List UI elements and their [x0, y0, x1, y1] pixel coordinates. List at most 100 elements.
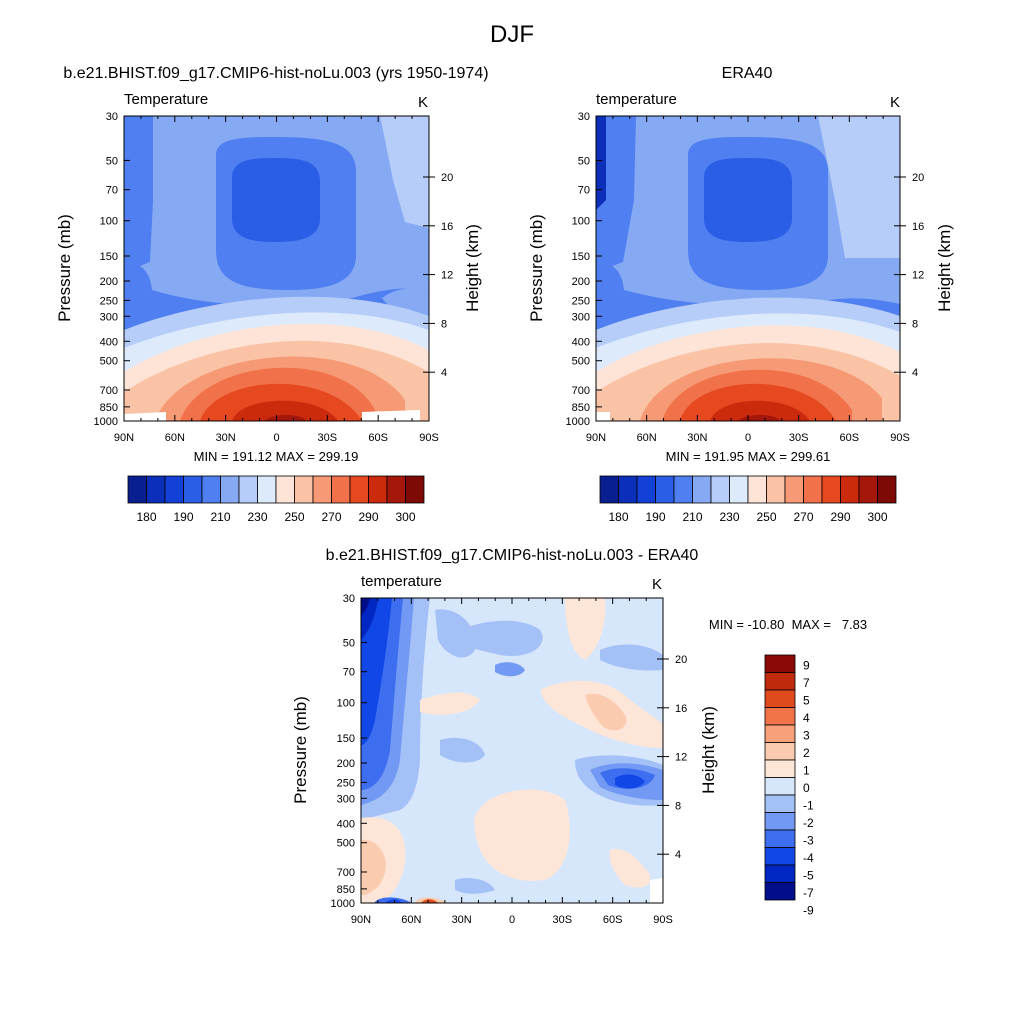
colorbar-swatch — [766, 475, 786, 504]
panel-difference-axes: 90N 60N 30N 0 30S 60S 90S 30 50 70 100 150 200 250 300… — [331, 593, 688, 926]
panel-era40-axes: 90N 60N 30N 0 30S 60S 90S 30 50 70 100 150 200 250 300… — [566, 111, 925, 444]
colorbar-label: 5 — [803, 694, 810, 708]
colorbar-swatch — [803, 475, 823, 504]
y-tick-label: 50 — [106, 155, 118, 167]
panel-model-stats: MIN = 191.12 MAX = 299.19 — [194, 449, 359, 464]
y-tick-label: 850 — [572, 402, 590, 414]
y-tick-label: 200 — [572, 276, 590, 288]
panel-era40-ylabel: Pressure (mb) — [527, 214, 546, 322]
x-tick-label: 60N — [165, 432, 185, 444]
colorbar-swatch — [294, 475, 314, 504]
colorbar-label: -9 — [803, 904, 814, 918]
colorbar-swatch — [238, 475, 258, 504]
colorbar-swatch — [183, 475, 203, 504]
y2-tick-label: 20 — [675, 654, 687, 666]
y-tick-label: 50 — [578, 155, 590, 167]
y-tick-label: 150 — [337, 733, 355, 745]
colorbar-swatch — [764, 864, 796, 883]
x-tick-label: 30S — [553, 914, 573, 926]
colorbar-swatch — [275, 475, 295, 504]
colorbar-swatch — [201, 475, 221, 504]
colorbar-label: -5 — [803, 869, 814, 883]
y-tick-label: 850 — [337, 884, 355, 896]
y2-tick-label: 4 — [675, 849, 681, 861]
colorbar-swatch — [764, 829, 796, 848]
y-tick-label: 70 — [106, 185, 118, 197]
y-tick-label: 500 — [337, 838, 355, 850]
colorbar-swatch — [146, 475, 166, 504]
panel-model-left-title: Temperature — [124, 91, 208, 108]
y-tick-label: 50 — [343, 637, 355, 649]
x-tick-label: 90S — [653, 914, 673, 926]
x-tick-label: 90S — [419, 432, 439, 444]
panel-era40-colorbar: 180 190 210 230 250 270 290 300 — [599, 475, 897, 524]
y-tick-label: 30 — [343, 593, 355, 605]
y-tick-label: 500 — [100, 356, 118, 368]
y2-tick-label: 16 — [912, 221, 924, 233]
panel-era40-title: ERA40 — [722, 65, 773, 82]
y2-tick-label: 20 — [912, 172, 924, 184]
colorbar-label: -3 — [803, 834, 814, 848]
colorbar-swatch — [764, 724, 796, 743]
colorbar-swatch — [764, 777, 796, 796]
colorbar-swatch — [386, 475, 406, 504]
y-tick-label: 700 — [337, 867, 355, 879]
y-tick-label: 300 — [572, 311, 590, 323]
x-tick-label: 90N — [586, 432, 606, 444]
y-tick-label: 300 — [337, 793, 355, 805]
colorbar-swatch — [821, 475, 841, 504]
colorbar-swatch — [127, 475, 147, 504]
y2-tick-label: 8 — [912, 318, 918, 330]
y2-tick-label: 12 — [441, 270, 453, 282]
y2-tick-label: 12 — [912, 270, 924, 282]
colorbar-label: 230 — [247, 510, 267, 524]
y2-tick-label: 12 — [675, 752, 687, 764]
y-tick-label: 400 — [100, 336, 118, 348]
colorbar-swatch — [257, 475, 277, 504]
colorbar-label: 300 — [395, 510, 415, 524]
panel-model-colorbar: 180 190 210 230 250 270 290 300 — [127, 475, 425, 524]
y-tick-label: 250 — [337, 777, 355, 789]
y2-tick-label: 16 — [675, 703, 687, 715]
y-tick-label: 400 — [572, 336, 590, 348]
colorbar-label: -7 — [803, 886, 814, 900]
panel-difference-colorbar: 9 7 5 4 3 2 1 0 -1 -2 -3 -4 -5 -7 -9 — [764, 654, 814, 918]
colorbar-swatch — [764, 707, 796, 726]
colorbar-label: 210 — [682, 510, 702, 524]
colorbar-label: 250 — [284, 510, 304, 524]
panel-era40-left-title: temperature — [596, 91, 677, 108]
y-tick-label: 100 — [572, 216, 590, 228]
x-tick-label: 0 — [273, 432, 279, 444]
x-tick-label: 60S — [368, 432, 388, 444]
y-tick-label: 100 — [337, 698, 355, 710]
y-tick-label: 500 — [572, 356, 590, 368]
y-tick-label: 250 — [572, 295, 590, 307]
colorbar-label: 1 — [803, 764, 810, 778]
y2-tick-label: 8 — [441, 318, 447, 330]
panel-era40-contours — [596, 116, 900, 421]
x-tick-label: 30S — [318, 432, 338, 444]
panel-model-y2label: Height (km) — [463, 224, 482, 312]
colorbar-label: 300 — [867, 510, 887, 524]
panel-model: b.e21.BHIST.f09_g17.CMIP6-hist-noLu.003 … — [55, 65, 489, 524]
colorbar-label: 290 — [830, 510, 850, 524]
x-tick-label: 60N — [637, 432, 657, 444]
y-tick-label: 850 — [100, 402, 118, 414]
x-tick-label: 30N — [687, 432, 707, 444]
colorbar-label: 210 — [210, 510, 230, 524]
y2-tick-label: 20 — [441, 172, 453, 184]
colorbar-swatch — [636, 475, 656, 504]
colorbar-label: 190 — [645, 510, 665, 524]
colorbar-swatch — [784, 475, 804, 504]
colorbar-swatch — [729, 475, 749, 504]
y-tick-label: 70 — [343, 667, 355, 679]
figure-title: DJF — [490, 21, 534, 48]
y-tick-label: 200 — [100, 276, 118, 288]
panel-era40-y2label: Height (km) — [935, 224, 954, 312]
panel-difference-title: b.e21.BHIST.f09_g17.CMIP6-hist-noLu.003 … — [326, 547, 699, 564]
panel-model-title: b.e21.BHIST.f09_g17.CMIP6-hist-noLu.003 … — [63, 65, 488, 82]
panel-difference-contours — [361, 598, 663, 903]
colorbar-swatch — [764, 812, 796, 831]
panel-model-axes: 90N 60N 30N 0 30S 60S 90S 30 50 70 100 150 200 250 300… — [94, 111, 454, 444]
colorbar-swatch — [764, 759, 796, 778]
